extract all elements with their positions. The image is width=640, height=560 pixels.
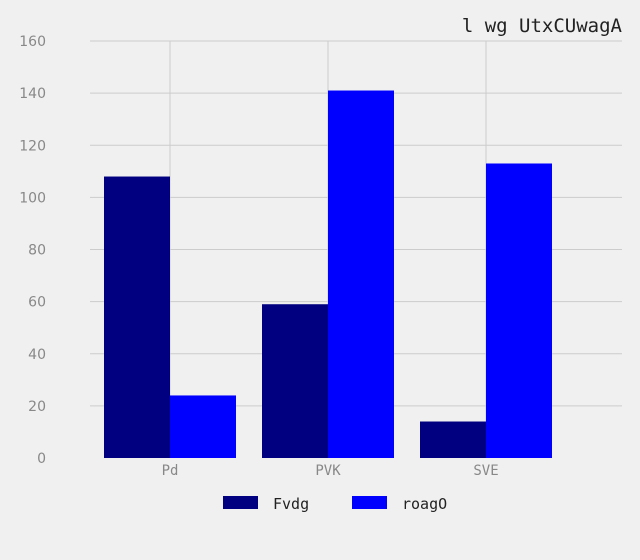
legend-label-roagO: roagO bbox=[402, 495, 447, 513]
y-tick-label: 60 bbox=[28, 295, 46, 311]
bar-roagO-SVE bbox=[486, 163, 552, 458]
y-tick-label: 160 bbox=[19, 34, 46, 50]
legend: Fvdg roagO bbox=[223, 495, 447, 513]
x-axis-ticks: Pd PVK SVE bbox=[162, 463, 499, 479]
legend-swatch-Fvdg bbox=[223, 496, 258, 509]
x-tick-label: SVE bbox=[473, 463, 498, 479]
legend-label-Fvdg: Fvdg bbox=[273, 495, 309, 513]
x-tick-label: PVK bbox=[315, 463, 341, 479]
y-axis-ticks: 0 20 40 60 80 100 120 140 160 bbox=[19, 34, 46, 467]
bar-roagO-PVK bbox=[328, 90, 394, 459]
y-tick-label: 40 bbox=[28, 347, 46, 363]
bar-Fvdg-SVE bbox=[420, 421, 486, 458]
y-tick-label: 100 bbox=[19, 190, 46, 206]
y-tick-label: 120 bbox=[19, 138, 46, 154]
bar-roagO-Pd bbox=[170, 395, 236, 458]
y-tick-label: 140 bbox=[19, 86, 46, 102]
y-tick-label: 20 bbox=[28, 399, 46, 415]
bar-Fvdg-Pd bbox=[104, 176, 170, 458]
bars bbox=[104, 90, 552, 459]
x-tick-label: Pd bbox=[162, 463, 179, 479]
y-tick-label: 0 bbox=[37, 451, 46, 467]
legend-swatch-roagO bbox=[352, 496, 387, 509]
y-tick-label: 80 bbox=[28, 243, 46, 259]
chart-title: l wg UtxCUwagA bbox=[462, 15, 623, 37]
bar-Fvdg-PVK bbox=[262, 304, 328, 458]
